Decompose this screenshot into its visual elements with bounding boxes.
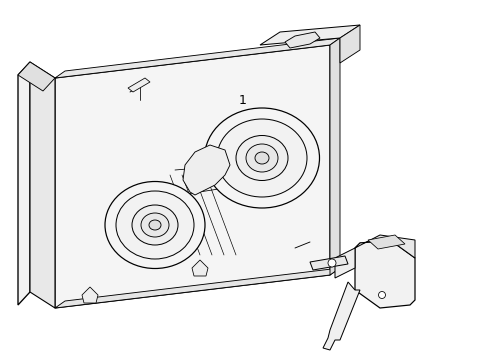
Polygon shape bbox=[367, 235, 404, 249]
Polygon shape bbox=[128, 78, 150, 92]
Circle shape bbox=[378, 292, 385, 298]
Polygon shape bbox=[334, 248, 354, 278]
Polygon shape bbox=[339, 25, 359, 63]
Polygon shape bbox=[82, 287, 98, 303]
Polygon shape bbox=[354, 235, 414, 258]
Text: 2: 2 bbox=[333, 324, 341, 337]
Polygon shape bbox=[309, 256, 347, 270]
Circle shape bbox=[327, 259, 335, 267]
Ellipse shape bbox=[204, 108, 319, 208]
Ellipse shape bbox=[254, 152, 268, 164]
Polygon shape bbox=[18, 62, 30, 305]
Ellipse shape bbox=[149, 220, 161, 230]
Ellipse shape bbox=[217, 119, 306, 197]
Ellipse shape bbox=[236, 135, 287, 180]
Polygon shape bbox=[354, 240, 414, 308]
Polygon shape bbox=[323, 282, 359, 350]
Ellipse shape bbox=[116, 191, 194, 259]
Polygon shape bbox=[183, 145, 229, 195]
Text: 1: 1 bbox=[239, 94, 246, 107]
Ellipse shape bbox=[141, 213, 169, 237]
Polygon shape bbox=[55, 45, 329, 308]
Polygon shape bbox=[285, 32, 319, 48]
Polygon shape bbox=[18, 62, 55, 91]
Polygon shape bbox=[55, 38, 339, 78]
Polygon shape bbox=[260, 25, 359, 45]
Polygon shape bbox=[30, 62, 55, 308]
Ellipse shape bbox=[245, 144, 278, 172]
Polygon shape bbox=[192, 260, 207, 276]
Ellipse shape bbox=[132, 205, 178, 245]
Polygon shape bbox=[329, 38, 339, 275]
Ellipse shape bbox=[105, 181, 204, 269]
Polygon shape bbox=[55, 268, 339, 308]
